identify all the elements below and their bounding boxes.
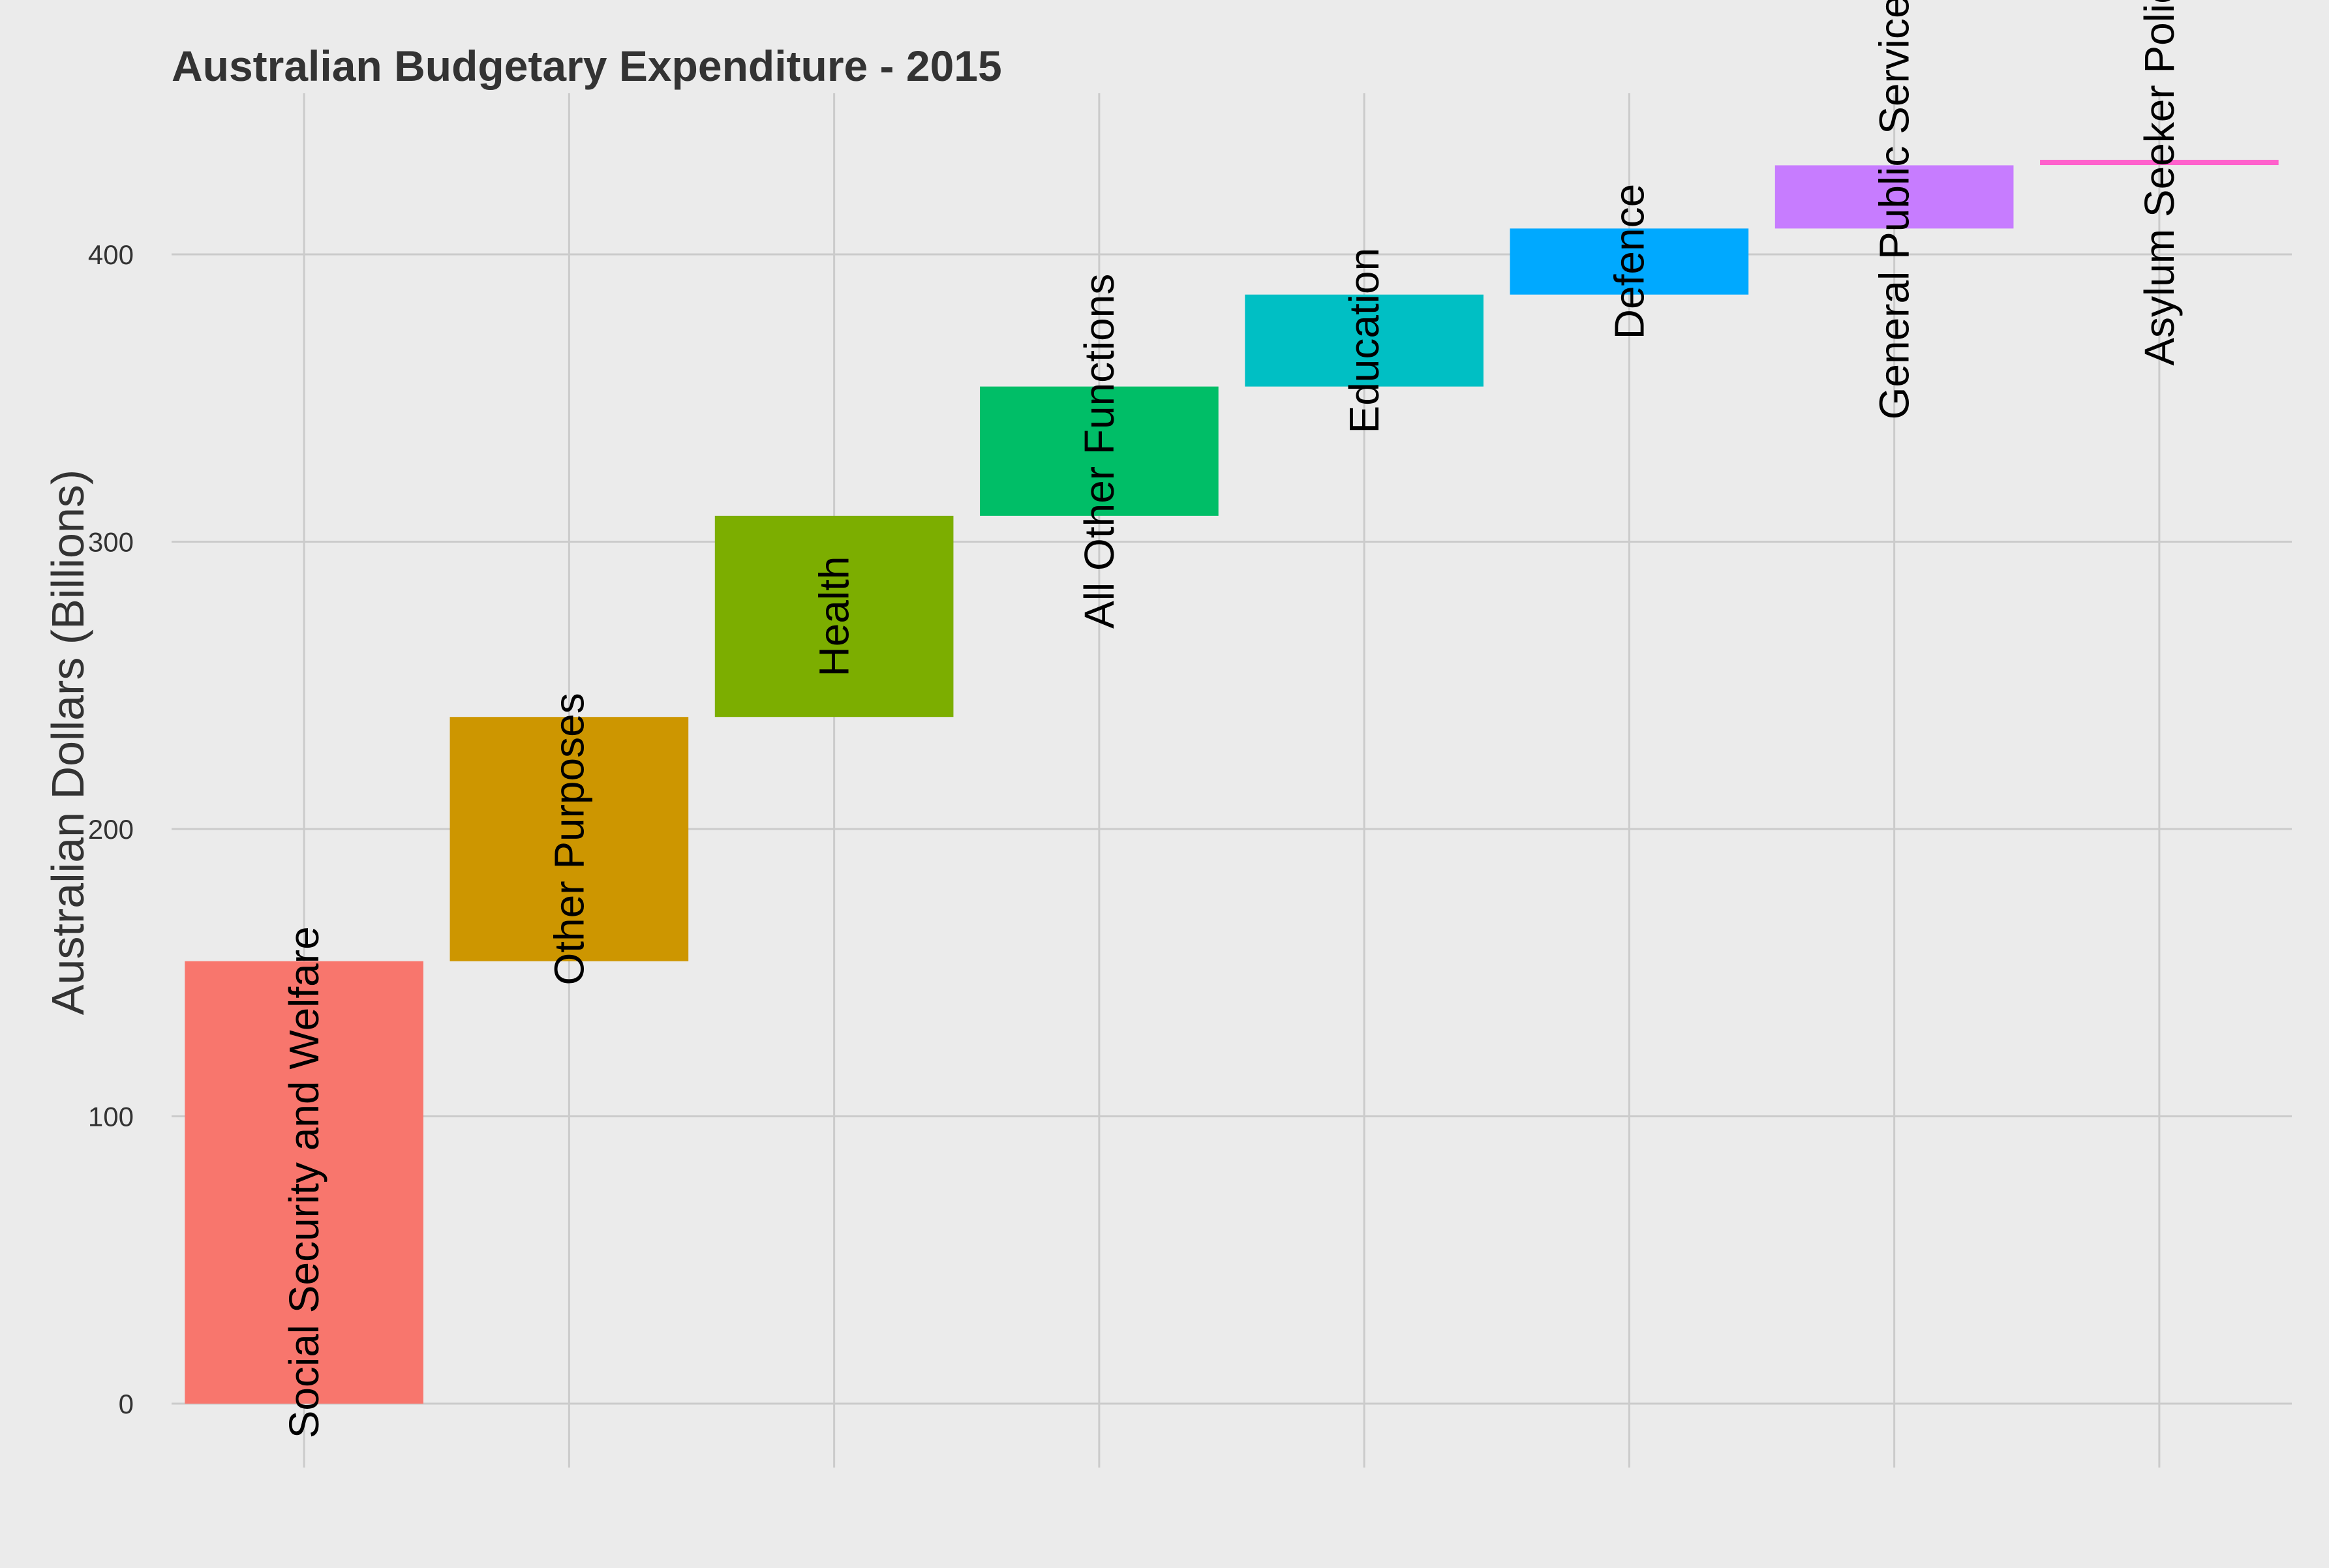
bar [714,515,954,717]
bars [185,160,2279,1404]
y-tick-label: 300 [88,527,134,558]
bar [185,961,423,1404]
bar [1510,228,1749,295]
y-tick-label: 100 [88,1102,134,1132]
y-tick-label: 0 [119,1389,134,1419]
bar-label: Defence [1606,184,1652,339]
bar-label: Asylum Seeker Policy [2136,0,2183,366]
bar [449,717,689,961]
bar-label: Other Purposes [545,693,592,985]
bar-label: All Other Functions [1076,274,1123,629]
bar-label: Health [811,556,858,677]
y-tick-label: 400 [88,239,134,270]
y-tick-label: 200 [88,814,134,845]
bar-label: Social Security and Welfare [281,926,327,1438]
bar-label: Education [1341,248,1388,434]
y-axis-ticks: 0 100 200 300 400 [88,239,134,1419]
bar [1245,294,1484,387]
bar-labels: Social Security and Welfare Other Purpose… [281,0,2183,1438]
chart-title: Australian Budgetary Expenditure - 2015 [172,42,1002,90]
bar-label: General Public Services [1871,0,1918,419]
y-axis-label: Australian Dollars (Billions) [42,470,93,1015]
bar [2040,160,2279,166]
bar [980,386,1219,516]
bar [1774,165,2014,229]
